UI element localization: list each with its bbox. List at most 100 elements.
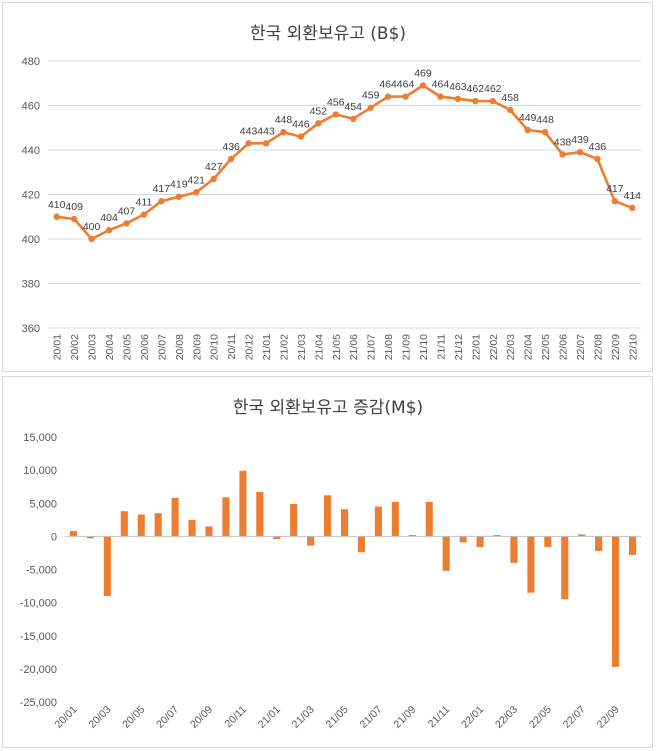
line-chart-title: 한국 외환보유고 (B$)	[250, 24, 406, 44]
data-label: 463	[449, 81, 467, 93]
x-tick-label: 20/07	[154, 704, 181, 731]
x-tick-label: 21/01	[261, 334, 273, 360]
bar	[154, 513, 162, 537]
bar	[324, 495, 332, 537]
bar-chart-panel: 한국 외환보유고 증감(M$) 15,000 10,000 5,000 0 -5,000…	[2, 376, 653, 748]
x-tick-label: 21/01	[256, 704, 283, 731]
data-label: 469	[414, 67, 432, 79]
x-tick-label: 20/04	[104, 334, 116, 360]
data-label: 438	[554, 136, 572, 148]
data-label: 458	[501, 92, 519, 104]
data-point	[88, 235, 95, 243]
x-tick-label: 22/03	[505, 334, 517, 360]
data-point	[175, 193, 183, 200]
x-tick-label: 22/01	[459, 704, 486, 731]
x-tick-label: 21/07	[357, 704, 384, 731]
x-tick-label: 20/01	[52, 334, 64, 360]
x-tick-label: 20/10	[209, 334, 221, 360]
x-tick-label: 20/02	[69, 334, 81, 360]
x-tick-label: 20/09	[188, 704, 215, 731]
data-point	[315, 120, 322, 127]
bar	[476, 536, 484, 547]
data-label: 409	[65, 201, 83, 213]
bar	[239, 470, 247, 537]
data-point	[437, 93, 444, 100]
data-point	[262, 140, 270, 147]
data-point	[350, 115, 357, 123]
y-tick-label: 380	[22, 279, 40, 291]
series-line	[56, 84, 633, 241]
data-label: 462	[467, 83, 485, 95]
data-point	[506, 106, 514, 114]
x-tick-label: 22/09	[610, 334, 622, 360]
data-point	[541, 129, 549, 136]
bar	[188, 519, 196, 537]
data-point	[611, 197, 619, 205]
data-label: 446	[292, 119, 310, 131]
data-point	[280, 129, 287, 136]
data-point	[384, 93, 392, 100]
data-label: 443	[257, 125, 275, 137]
data-label: 407	[118, 205, 136, 217]
bar	[578, 534, 586, 537]
data-point	[245, 140, 252, 147]
bar	[408, 535, 416, 537]
data-point	[367, 104, 374, 111]
x-tick-label: 21/04	[313, 334, 325, 360]
x-tick-label: 21/05	[331, 334, 343, 360]
bar	[628, 536, 637, 555]
bar	[256, 491, 264, 537]
y-tick-label: -20,000	[20, 664, 57, 676]
bar	[612, 536, 620, 667]
data-point	[489, 97, 496, 105]
data-label: 411	[136, 197, 153, 209]
x-tick-label: 22/07	[561, 704, 588, 731]
data-point	[419, 82, 427, 89]
x-tick-label: 22/02	[488, 334, 500, 360]
data-point	[105, 226, 113, 234]
x-tick-label: 20/09	[191, 334, 203, 360]
y-tick-label: 420	[22, 190, 40, 202]
data-point	[472, 97, 479, 105]
y-tick-label: -15,000	[20, 631, 57, 643]
bar	[103, 536, 111, 596]
bar	[357, 536, 366, 553]
bar	[391, 501, 399, 537]
bar	[273, 536, 281, 540]
x-tick-label: 21/10	[418, 334, 430, 360]
x-tick-label: 21/09	[391, 704, 418, 731]
x-tick-label: 22/04	[523, 334, 535, 360]
x-tick-label: 22/06	[558, 334, 570, 360]
bar	[120, 511, 128, 537]
y-tick-label: 10,000	[23, 465, 57, 477]
data-label: 417	[153, 183, 171, 195]
x-tick-label: 21/03	[296, 334, 308, 360]
y-tick-label: 5,000	[29, 498, 57, 510]
data-point	[140, 211, 148, 218]
data-point	[193, 189, 200, 196]
bar	[459, 536, 467, 543]
bar-chart-title: 한국 외환보유고 증감(M$)	[233, 398, 423, 418]
x-tick-label: 22/08	[592, 334, 604, 360]
bar	[374, 506, 382, 537]
data-label: 436	[589, 141, 607, 153]
bar	[510, 536, 518, 563]
data-point	[559, 151, 566, 158]
data-point	[524, 126, 531, 134]
x-tick-label: 22/03	[493, 704, 520, 731]
bar	[442, 536, 450, 571]
y-tick-label: 400	[22, 234, 40, 246]
y-tick-label: 360	[22, 323, 40, 335]
y-tick-label: -25,000	[20, 697, 57, 709]
data-point	[227, 155, 235, 163]
x-tick-label: 20/11	[222, 704, 249, 731]
bar	[205, 526, 213, 537]
x-tick-label: 22/10	[627, 334, 639, 360]
x-tick-label: 21/05	[324, 704, 351, 731]
x-tick-label: 20/12	[244, 334, 256, 360]
x-tick-label: 20/05	[121, 334, 133, 360]
data-point	[332, 111, 339, 118]
data-label: 427	[205, 161, 223, 173]
x-tick-label: 21/07	[366, 334, 378, 360]
data-point	[210, 175, 217, 183]
